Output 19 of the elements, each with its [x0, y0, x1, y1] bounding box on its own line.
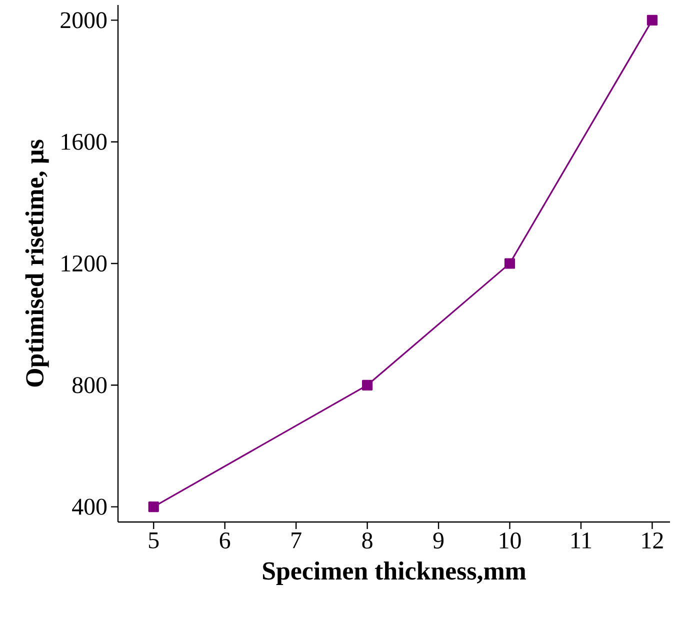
x-tick-label: 12 [642, 532, 663, 548]
x-tick-label: 9 [433, 532, 444, 549]
point [148, 501, 159, 512]
y-tick-label: 2000 [60, 12, 107, 28]
y-tick-label: 800 [72, 377, 107, 394]
x-tick-label: 10 [500, 532, 521, 549]
y-tick-label: 1600 [62, 134, 107, 150]
x-tick-label: 5 [149, 532, 159, 548]
x-tick-label: 6 [220, 532, 230, 549]
x-axis-title: Specimen thickness,mm [262, 562, 526, 585]
y-tick-label: 1200 [62, 255, 107, 272]
x-tick-label: 8 [362, 532, 372, 549]
x-tick-label: 11 [572, 532, 592, 548]
point [504, 258, 516, 269]
y-tick-label: 400 [72, 498, 107, 515]
x-tick-label: 7 [292, 532, 302, 548]
point [646, 14, 658, 26]
point [362, 380, 373, 390]
y-axis-title: Optimised risetime, µs [25, 140, 49, 387]
